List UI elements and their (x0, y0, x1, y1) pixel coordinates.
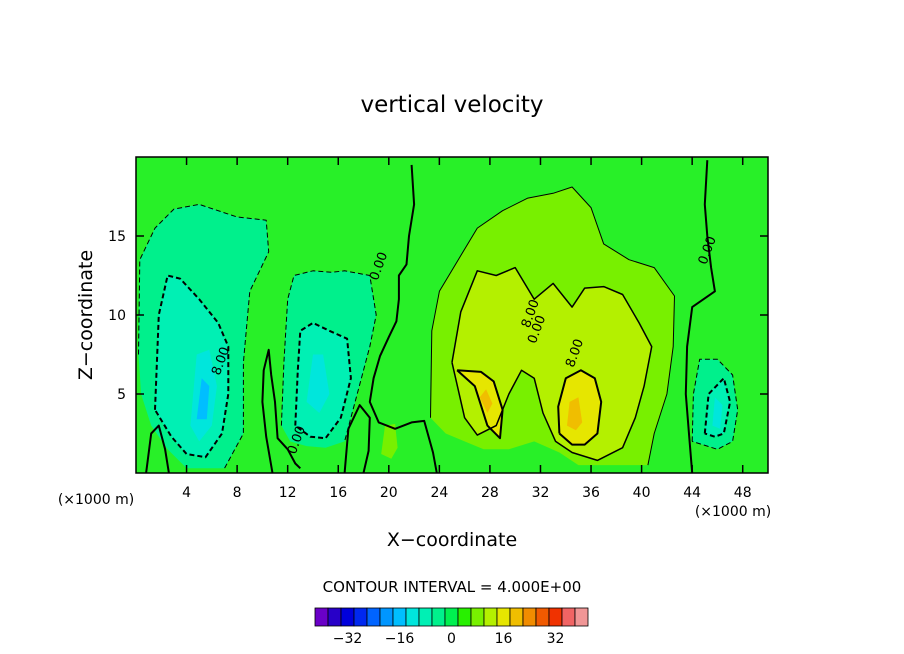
x-unit-left: (×1000 m) (58, 492, 134, 508)
colorbar-swatch-11 (457, 607, 472, 627)
region-mid-downdraft-center (306, 354, 330, 413)
colorbar-tick-label-1: −16 (385, 631, 415, 647)
x-tick-label-6: 28 (481, 485, 499, 501)
region-left-downdraft-peak (196, 378, 210, 420)
colorbar-tick-label-3: 16 (495, 631, 513, 647)
colorbar-swatch-14 (496, 607, 511, 627)
colorbar-tick-label-0: −32 (333, 631, 363, 647)
contour-interval-text: CONTOUR INTERVAL = 4.000E+00 (323, 578, 582, 596)
colorbar-swatch-8 (418, 607, 433, 627)
x-tick-label-11: 48 (734, 485, 752, 501)
colorbar-swatch-4 (366, 607, 381, 627)
y-tick-label-2: 15 (108, 229, 126, 245)
region-right-downdraft-center (712, 397, 723, 429)
contour-line-11 (280, 270, 377, 442)
x-axis: 4 8 12 16 20 24 28 32 36 40 44 48 (182, 157, 752, 501)
colorbar-swatch-13 (483, 607, 498, 627)
colorbar-swatch-17 (535, 607, 550, 627)
y-tick-label-0: 5 (117, 387, 126, 403)
x-tick-label-4: 20 (380, 485, 398, 501)
colorbar-swatch-3 (353, 607, 368, 627)
contour-line-0 (368, 164, 438, 473)
region-updraft-peak (567, 397, 583, 431)
x-axis-label: X−coordinate (387, 529, 517, 551)
region-updraft-peak-2 (479, 389, 493, 413)
contour-line-4 (145, 424, 170, 473)
plot-area: 0.000.008.008.000.008.000.00 (136, 157, 768, 473)
colorbar-tick-label-4: 32 (547, 631, 565, 647)
y-axis: 5 10 15 (108, 229, 768, 403)
x-unit-right: (×1000 m) (695, 504, 771, 520)
colorbar-swatch-6 (392, 607, 407, 627)
contour-line-1 (684, 160, 716, 473)
contour-line-9 (138, 203, 270, 469)
colorbar-swatch-16 (522, 607, 537, 627)
region-small-updraft (381, 424, 398, 459)
contour-line-7 (456, 369, 504, 440)
x-tick-label-10: 44 (683, 485, 701, 501)
colorbar-swatch-12 (470, 607, 485, 627)
region-updraft-mid (452, 267, 652, 461)
colorbar-swatch-5 (379, 607, 394, 627)
colorbar: −32 −16 0 16 32 (314, 607, 589, 647)
colorbar-swatch-18 (548, 607, 563, 627)
x-tick-label-8: 36 (582, 485, 600, 501)
x-tick-label-5: 24 (430, 485, 448, 501)
colorbar-swatch-1 (327, 607, 342, 627)
colorbar-swatch-9 (431, 607, 446, 627)
colorbar-swatch-10 (444, 607, 459, 627)
colorbar-swatch-19 (561, 607, 576, 627)
x-tick-label-1: 8 (233, 485, 242, 501)
colorbar-swatch-2 (340, 607, 355, 627)
x-tick-label-2: 12 (279, 485, 297, 501)
y-tick-label-1: 10 (108, 308, 126, 324)
y-axis-label: Z−coordinate (75, 250, 97, 380)
contour-line-2 (261, 348, 301, 473)
contour-line-13 (691, 358, 739, 450)
x-tick-label-7: 32 (532, 485, 550, 501)
x-tick-label-3: 16 (329, 485, 347, 501)
colorbar-swatch-7 (405, 607, 420, 627)
contour-line-12 (294, 321, 352, 440)
colorbar-swatch-15 (509, 607, 524, 627)
contour-line-5 (430, 186, 675, 466)
contour-line-3 (343, 404, 371, 473)
colorbar-swatch-0 (314, 607, 329, 627)
region-updraft-core (457, 370, 503, 439)
colorbar-swatch-20 (574, 607, 589, 627)
contour-line-8 (557, 369, 603, 446)
chart-title: vertical velocity (361, 92, 544, 118)
x-tick-label-0: 4 (182, 485, 191, 501)
contour-line-10 (154, 274, 230, 459)
contour-line-6 (451, 266, 653, 462)
x-tick-label-9: 40 (633, 485, 651, 501)
colorbar-tick-label-2: 0 (447, 631, 456, 647)
